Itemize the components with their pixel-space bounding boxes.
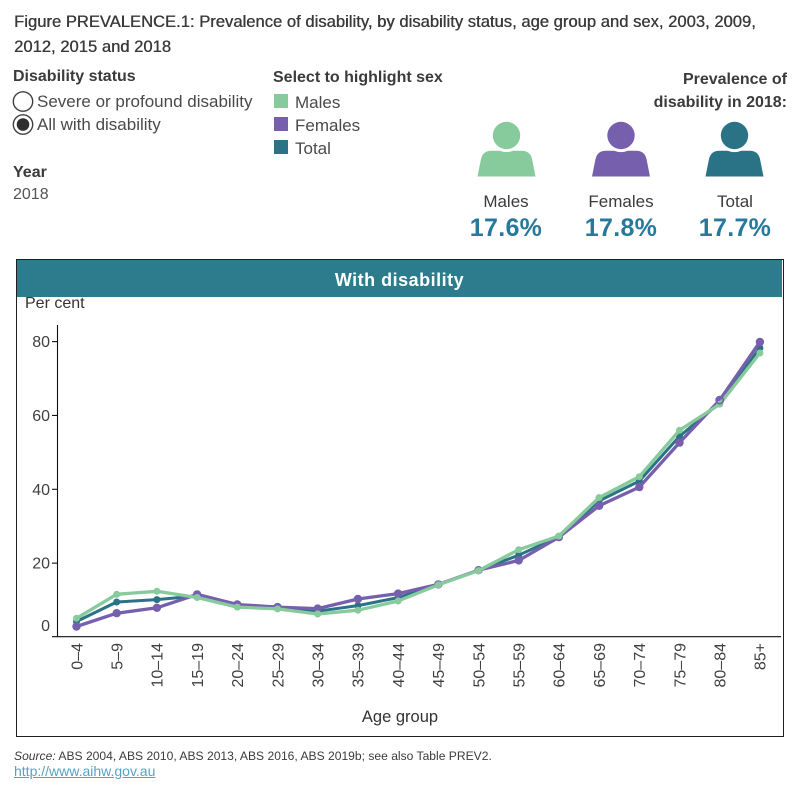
svg-text:5–9: 5–9 [110, 643, 127, 670]
svg-text:60: 60 [32, 408, 50, 425]
svg-text:70–74: 70–74 [632, 643, 649, 688]
svg-text:25–29: 25–29 [270, 643, 287, 688]
svg-text:35–39: 35–39 [351, 643, 368, 688]
svg-text:0–4: 0–4 [69, 643, 86, 670]
svg-text:15–19: 15–19 [190, 643, 207, 688]
svg-text:30–34: 30–34 [311, 643, 328, 688]
svg-text:80: 80 [32, 334, 50, 351]
svg-text:45–49: 45–49 [431, 643, 448, 688]
svg-text:20–24: 20–24 [230, 643, 247, 688]
svg-text:40: 40 [32, 482, 50, 499]
svg-text:0: 0 [41, 618, 50, 635]
svg-text:75–79: 75–79 [672, 643, 689, 688]
svg-text:65–69: 65–69 [592, 643, 609, 688]
svg-text:10–14: 10–14 [150, 643, 167, 688]
svg-text:20: 20 [32, 556, 50, 573]
svg-text:85+: 85+ [753, 643, 770, 670]
svg-text:50–54: 50–54 [471, 643, 488, 688]
svg-text:40–44: 40–44 [391, 643, 408, 688]
svg-text:60–64: 60–64 [552, 643, 569, 688]
svg-text:80–84: 80–84 [713, 643, 730, 688]
svg-text:55–59: 55–59 [512, 643, 529, 688]
